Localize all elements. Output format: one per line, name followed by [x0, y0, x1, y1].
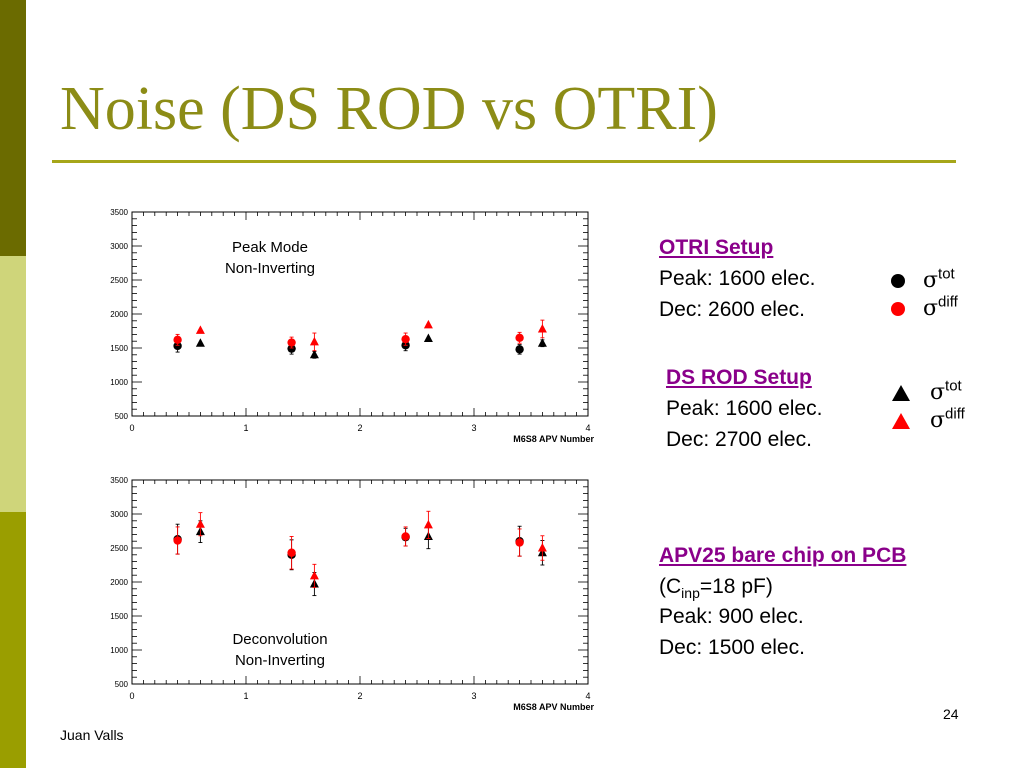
y-tick-label: 500: [115, 680, 129, 689]
x-tick-label: 2: [357, 423, 362, 433]
data-point-triangle: [309, 336, 319, 346]
slide-title: Noise (DS ROD vs OTRI): [60, 75, 718, 143]
y-tick-label: 1000: [110, 378, 128, 387]
x-tick-label: 3: [471, 423, 476, 433]
data-point-triangle: [423, 519, 433, 529]
plot-annotation: Peak Mode: [232, 239, 308, 256]
x-tick-label: 2: [357, 691, 362, 701]
otri-dec: Dec: 2600 elec.: [659, 298, 805, 321]
title-rule: [52, 160, 956, 163]
sigma-sup: tot: [938, 265, 955, 283]
sigma-sup: diff: [945, 405, 965, 423]
y-tick-label: 3500: [110, 476, 128, 485]
data-point-triangle: [537, 323, 547, 333]
y-tick-label: 3000: [110, 510, 128, 519]
dsrod-peak: Peak: 1600 elec.: [666, 397, 823, 420]
data-point-triangle: [537, 338, 547, 347]
apv-cinp: (Cinp=18 pF): [659, 575, 773, 600]
data-point-circle: [515, 345, 524, 354]
side-stripe-dark: [0, 0, 26, 256]
x-tick-label: 4: [585, 691, 590, 701]
apv-cinp-post: =18 pF): [699, 575, 773, 598]
y-tick-label: 1500: [110, 344, 128, 353]
y-tick-label: 3000: [110, 242, 128, 251]
apv-peak: Peak: 900 elec.: [659, 605, 804, 628]
data-point-triangle: [195, 338, 205, 347]
data-point-triangle: [195, 519, 205, 528]
apv-cinp-pre: (C: [659, 575, 682, 598]
legend-red-circle-icon: [891, 302, 905, 316]
y-tick-label: 2000: [110, 578, 128, 587]
data-point-circle: [287, 548, 296, 557]
x-axis-label: M6S8 APV Number: [513, 702, 594, 712]
peak-mode-plot: 0 1 2 3 4 500 1000 1500 2000 2500 3000 3500 M6S8 APV…: [96, 202, 600, 446]
plot-frame: [131, 479, 589, 685]
legend-sigma-diff-1: σdiff: [923, 295, 958, 321]
y-tick-label: 2500: [110, 276, 128, 285]
data-point-circle: [173, 536, 182, 545]
data-point-triangle: [195, 325, 205, 334]
y-tick-label: 500: [115, 412, 129, 421]
sigma-symbol: σ: [923, 296, 939, 321]
plot-frame: [131, 211, 589, 417]
apv-dec: Dec: 1500 elec.: [659, 636, 805, 659]
y-tick-label: 1500: [110, 612, 128, 621]
legend-sigma-diff-2: σdiff: [930, 407, 965, 433]
deconvolution-plot-svg: 0 1 2 3 4 500 1000 1500 2000 2500 3000 3500 M6S8 APV…: [110, 476, 594, 712]
sigma-sup: diff: [938, 293, 958, 311]
data-point-triangle: [309, 570, 319, 580]
side-stripe-mid: [0, 512, 26, 768]
data-point-circle: [515, 538, 524, 547]
sigma-symbol: σ: [930, 380, 946, 405]
sigma-symbol: σ: [923, 268, 939, 293]
y-tick-label: 3500: [110, 208, 128, 217]
sigma-sup: tot: [945, 377, 962, 395]
author-name: Juan Valls: [60, 727, 124, 743]
legend-red-triangle-icon: [892, 413, 910, 429]
y-tick-label: 2000: [110, 310, 128, 319]
x-tick-label: 3: [471, 691, 476, 701]
x-axis-label: M6S8 APV Number: [513, 434, 594, 444]
legend-sigma-tot-2: σtot: [930, 379, 962, 405]
peak-mode-plot-svg: 0 1 2 3 4 500 1000 1500 2000 2500 3000 3500 M6S8 APV…: [110, 208, 594, 444]
data-point-circle: [515, 333, 524, 342]
sigma-symbol: σ: [930, 408, 946, 433]
y-tick-label: 1000: [110, 646, 128, 655]
y-tick-label: 2500: [110, 544, 128, 553]
legend-black-circle-icon: [891, 274, 905, 288]
apv-heading: APV25 bare chip on PCB: [659, 544, 907, 567]
data-point-triangle: [309, 349, 319, 359]
x-tick-label: 1: [243, 691, 248, 701]
page-number: 24: [943, 706, 959, 722]
data-point-triangle: [423, 333, 433, 342]
data-point-circle: [173, 341, 182, 351]
deconvolution-plot: 0 1 2 3 4 500 1000 1500 2000 2500 3000 3500 M6S8 APV…: [96, 470, 600, 714]
data-point-circle: [287, 338, 296, 347]
data-point-circle: [173, 335, 182, 345]
otri-heading: OTRI Setup: [659, 236, 774, 259]
plot-annotation: Non-Inverting: [225, 260, 315, 277]
plot-annotation: Deconvolution: [232, 631, 327, 648]
otri-peak: Peak: 1600 elec.: [659, 267, 816, 290]
apv-cinp-sub: inp: [681, 585, 700, 602]
x-tick-label: 0: [129, 423, 134, 433]
dsrod-heading: DS ROD Setup: [666, 366, 812, 389]
legend-sigma-tot-1: σtot: [923, 267, 955, 293]
plot-annotation: Non-Inverting: [235, 652, 325, 669]
dsrod-dec: Dec: 2700 elec.: [666, 428, 812, 451]
data-point-circle: [401, 532, 410, 541]
side-stripe-light: [0, 256, 26, 512]
data-point-triangle: [537, 543, 547, 552]
data-point-triangle: [423, 319, 433, 329]
x-tick-label: 1: [243, 423, 248, 433]
x-tick-label: 0: [129, 691, 134, 701]
x-tick-label: 4: [585, 423, 590, 433]
data-point-circle: [401, 334, 410, 344]
data-point-circle: [287, 344, 296, 353]
legend-black-triangle-icon: [892, 385, 910, 401]
